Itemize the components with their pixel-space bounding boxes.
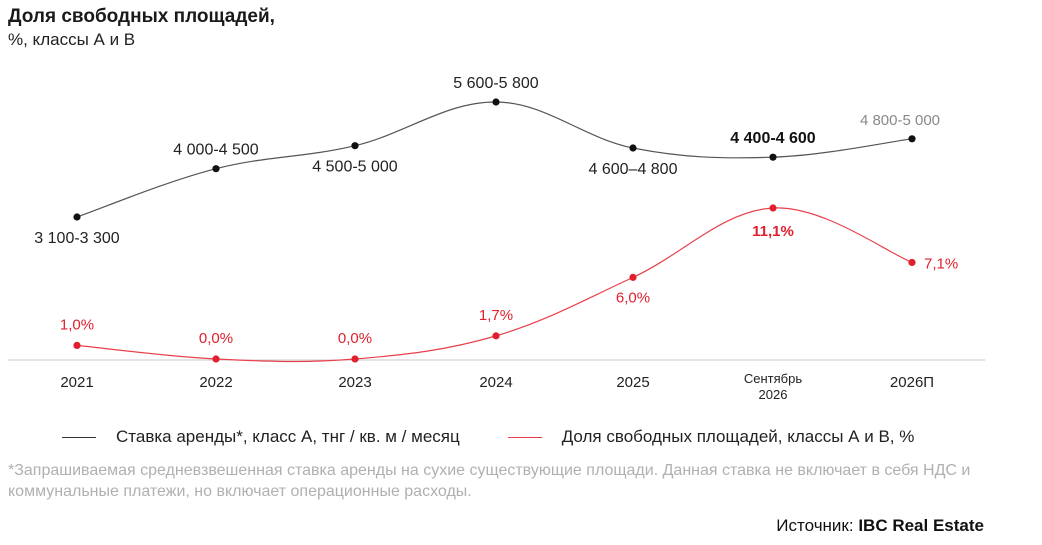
legend: Ставка аренды*, класс А, тнг / кв. м / м… xyxy=(62,427,914,447)
rent-label-3: 5 600-5 800 xyxy=(453,75,539,92)
rent-label-5: 4 400-4 600 xyxy=(730,130,816,147)
x-tick-3: 2024 xyxy=(479,374,512,391)
vacancy-label-5: 11,1% xyxy=(752,223,794,240)
vacancy-label-2: 0,0% xyxy=(338,330,372,347)
line-chart: 3 100-3 300 4 000-4 500 4 500-5 000 5 600-5… xyxy=(8,75,985,402)
vacancy-point-4 xyxy=(629,273,637,281)
x-tick-4: 2025 xyxy=(616,374,649,391)
rent-label-2: 4 500-5 000 xyxy=(312,159,398,176)
vacancy-point-0 xyxy=(73,341,81,349)
vacancy-point-6 xyxy=(908,258,916,267)
vacancy-label-6: 7,1% xyxy=(924,255,958,272)
source-note: Источник: IBC Real Estate xyxy=(776,516,984,536)
rent-label-0: 3 100-3 300 xyxy=(34,230,120,247)
rent-point-6 xyxy=(908,135,916,143)
rent-label-6: 4 800-5 000 xyxy=(860,112,940,129)
chart-subtitle: %, классы А и В xyxy=(8,30,136,49)
rent-label-4: 4 600–4 800 xyxy=(589,161,678,178)
legend-label-rent: Ставка аренды*, класс А, тнг / кв. м / м… xyxy=(116,427,460,446)
rent-label-1: 4 000-4 500 xyxy=(173,142,259,159)
vacancy-label-0: 1,0% xyxy=(60,316,94,333)
legend-swatch-vacancy xyxy=(507,436,542,438)
legend-item-vacancy: Доля свободных площадей, классы А и В, % xyxy=(507,427,915,447)
vacancy-point-1 xyxy=(212,355,220,363)
source-label: Источник: xyxy=(776,516,854,535)
footnote: *Запрашиваемая средневзвешенная ставка а… xyxy=(8,462,971,500)
vacancy-point-2 xyxy=(351,355,359,363)
rent-point-4 xyxy=(629,144,637,152)
vacancy-label-3: 1,7% xyxy=(479,307,513,324)
source-value: IBC Real Estate xyxy=(858,516,984,535)
chart-title: Доля свободных площадей, xyxy=(8,6,275,27)
series-line-rent xyxy=(76,101,913,218)
legend-item-rent: Ставка аренды*, класс А, тнг / кв. м / м… xyxy=(62,427,460,447)
x-tick-2: 2023 xyxy=(338,374,371,391)
x-tick-5: Сентябрь 2026 xyxy=(744,371,802,402)
rent-point-2 xyxy=(351,142,359,150)
x-tick-1: 2022 xyxy=(199,374,232,391)
x-tick-6: 2026П xyxy=(890,374,934,391)
legend-label-vacancy: Доля свободных площадей, классы А и В, % xyxy=(561,427,915,446)
rent-point-1 xyxy=(212,165,220,173)
vacancy-label-1: 0,0% xyxy=(199,330,233,347)
vacancy-point-3 xyxy=(492,332,500,340)
vacancy-point-5 xyxy=(769,204,777,212)
legend-swatch-rent xyxy=(62,436,96,438)
x-tick-0: 2021 xyxy=(60,374,93,391)
rent-point-3 xyxy=(492,98,500,106)
vacancy-label-4: 6,0% xyxy=(616,289,650,306)
rent-point-5 xyxy=(769,153,777,161)
rent-point-0 xyxy=(73,213,81,221)
